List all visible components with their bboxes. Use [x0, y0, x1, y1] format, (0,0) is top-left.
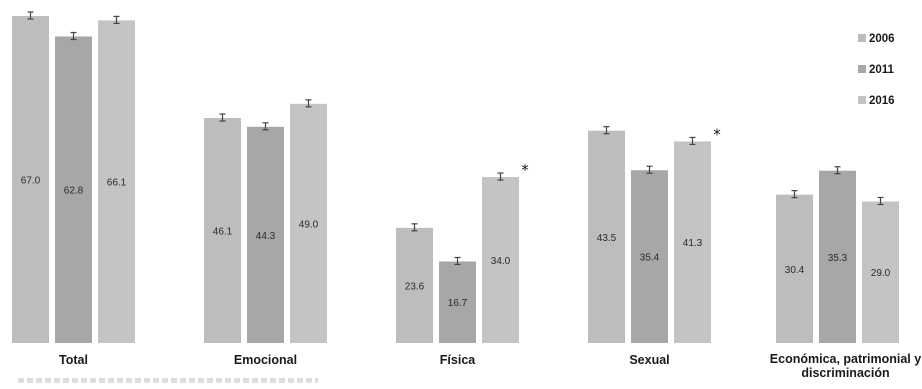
bar-2011-4 — [819, 170, 856, 343]
error-bar — [262, 122, 269, 131]
legend-swatch — [858, 65, 866, 73]
data-label: 43.5 — [597, 233, 617, 244]
error-bar — [689, 136, 696, 146]
data-label: 23.6 — [405, 281, 425, 292]
bar-2006-4 — [776, 194, 813, 343]
bar-2006-2 — [396, 227, 433, 343]
error-bar — [646, 165, 653, 174]
bar-2011-2 — [439, 261, 476, 343]
data-label: 34.0 — [491, 256, 511, 267]
error-bar — [791, 190, 798, 199]
legend: 2006 2011 2016 — [858, 33, 895, 107]
category-label: Física — [440, 353, 476, 367]
error-bar — [603, 126, 610, 135]
footnote-text-illegible — [18, 378, 318, 383]
category-label: Total — [59, 353, 88, 367]
error-bar — [70, 31, 77, 41]
error-bar — [834, 166, 841, 175]
legend-item-2006: 2006 — [858, 33, 895, 45]
data-label: 46.1 — [213, 227, 233, 238]
data-label: 16.7 — [448, 298, 468, 309]
legend-label: 2006 — [869, 33, 895, 45]
labels-layer: 67.0 62.8 66.1 Total 46.1 44.3 49.0 Emocional 23… — [21, 125, 921, 380]
bar-2016-4 — [862, 201, 899, 343]
bar-2016-0 — [98, 20, 135, 343]
legend-item-2011: 2011 — [858, 64, 895, 76]
legend-label: 2016 — [869, 95, 895, 107]
category-label: Emocional — [234, 353, 297, 367]
error-bar — [454, 256, 461, 266]
bar-2011-0 — [55, 36, 92, 344]
data-label: 62.8 — [64, 186, 84, 197]
bar-2016-3 — [674, 141, 711, 343]
data-label: 66.1 — [107, 178, 127, 189]
error-bar — [877, 196, 884, 206]
bars-layer — [12, 11, 899, 344]
bar-2011-1 — [247, 126, 284, 343]
legend-swatch — [858, 96, 866, 104]
category-label: Sexual — [629, 353, 669, 367]
legend-swatch — [858, 34, 866, 42]
error-bar — [27, 11, 34, 20]
error-bar — [219, 113, 226, 122]
error-bar — [305, 99, 312, 108]
bar-2011-3 — [631, 170, 668, 343]
data-label: 35.3 — [828, 253, 848, 264]
error-bar — [411, 223, 418, 232]
error-bar — [113, 15, 120, 24]
significance-star: * — [713, 125, 721, 143]
bar-2006-1 — [204, 118, 241, 343]
data-label: 49.0 — [299, 219, 319, 230]
bar-2016-1 — [290, 103, 327, 344]
error-bar — [497, 172, 504, 181]
data-label: 35.4 — [640, 253, 660, 264]
legend-label: 2011 — [869, 64, 895, 76]
legend-item-2016: 2016 — [858, 95, 895, 107]
bar-2016-2 — [482, 177, 519, 343]
bar-2006-0 — [12, 16, 49, 343]
data-label: 41.3 — [683, 238, 703, 249]
bar-2006-3 — [588, 130, 625, 343]
data-label: 29.0 — [871, 268, 891, 279]
category-label: Económica, patrimonial y discriminación — [770, 352, 921, 380]
data-label: 67.0 — [21, 176, 41, 187]
data-label: 30.4 — [785, 265, 805, 276]
significance-star: * — [521, 161, 529, 179]
data-label: 44.3 — [256, 231, 276, 242]
